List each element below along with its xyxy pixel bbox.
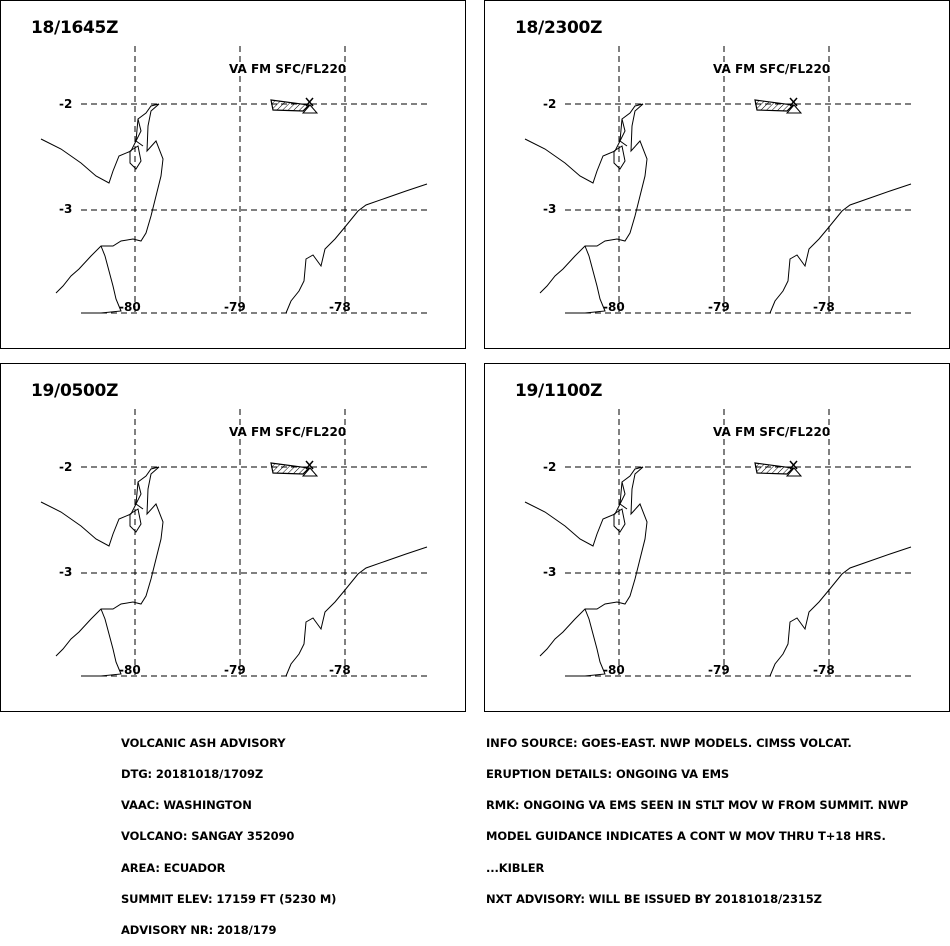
advisory-area: AREA: ECUADOR	[121, 860, 226, 875]
coastline	[285, 546, 428, 677]
ash-height-label: VA FM SFC/FL220	[713, 425, 831, 439]
advisory-remarks-1: RMK: ONGOING VA EMS SEEN IN STLT MOV W F…	[486, 798, 909, 813]
lon-label-minus78: -78	[329, 663, 351, 677]
coastline	[55, 466, 164, 657]
summit-marker	[305, 97, 314, 107]
advisory-remarks-2: MODEL GUIDANCE INDICATES A CONT W MOV TH…	[486, 829, 886, 844]
island-outline	[129, 145, 142, 170]
summit-marker	[789, 460, 798, 470]
coastline	[570, 608, 606, 677]
summit-marker	[305, 460, 314, 470]
island-outline	[129, 508, 142, 533]
coastline	[619, 481, 628, 510]
lon-label-minus79: -79	[224, 663, 246, 677]
coastline	[135, 118, 144, 147]
forecast-panel-4: 19/1100Z VA FM SFC/FL220 -2 -3 -80 -79 -…	[484, 363, 950, 712]
lon-label-minus79: -79	[224, 300, 246, 314]
volcano-icon	[301, 104, 319, 114]
advisory-vaac: VAAC: WASHINGTON	[121, 798, 252, 813]
advisory-forecaster: ...KIBLER	[486, 860, 545, 875]
coastline	[285, 183, 428, 314]
lon-label-minus79: -79	[708, 663, 730, 677]
advisory-info-source: INFO SOURCE: GOES-EAST. NWP MODELS. CIMS…	[486, 735, 852, 750]
lat-label-minus2: -2	[59, 460, 73, 474]
island-outline	[613, 145, 626, 170]
ash-cloud-area	[754, 462, 795, 475]
lon-label-minus80: -80	[603, 663, 625, 677]
advisory-next: NXT ADVISORY: WILL BE ISSUED BY 20181018…	[486, 891, 822, 906]
lat-label-minus3: -3	[543, 202, 557, 216]
lat-label-minus3: -3	[543, 565, 557, 579]
advisory-eruption-details: ERUPTION DETAILS: ONGOING VA EMS	[486, 767, 730, 782]
volcano-icon	[785, 467, 803, 477]
lat-label-minus2: -2	[543, 97, 557, 111]
forecast-panel-3: 19/0500Z VA FM SFC/FL220 -2 -3 -80 -79 -…	[0, 363, 466, 712]
panel-time-label: 19/1100Z	[515, 381, 603, 401]
map-graphic	[524, 409, 915, 677]
coastline	[619, 118, 628, 147]
forecast-panel-1: 18/1645Z VA FM SFC/FL220 -2 -3 -80 -79 -…	[0, 0, 466, 349]
coastline	[539, 103, 648, 294]
coastline	[135, 481, 144, 510]
lat-label-minus2: -2	[59, 97, 73, 111]
forecast-panel-2: 18/2300Z VA FM SFC/FL220 -2 -3 -80 -79 -…	[484, 0, 950, 349]
lon-label-minus78: -78	[813, 300, 835, 314]
volcano-icon	[301, 467, 319, 477]
coastline	[524, 466, 644, 547]
lon-label-minus78: -78	[813, 663, 835, 677]
advisory-volcano: VOLCANO: SANGAY 352090	[121, 829, 295, 844]
ash-height-label: VA FM SFC/FL220	[229, 62, 347, 76]
map-graphic	[40, 409, 431, 677]
coastline	[769, 546, 912, 677]
ash-cloud-area	[270, 99, 311, 112]
lon-label-minus80: -80	[603, 300, 625, 314]
lon-label-minus80: -80	[119, 300, 141, 314]
ash-cloud-area	[754, 99, 795, 112]
lon-label-minus79: -79	[708, 300, 730, 314]
coastline	[40, 103, 160, 184]
ash-height-label: VA FM SFC/FL220	[229, 425, 347, 439]
lat-label-minus2: -2	[543, 460, 557, 474]
volcano-icon	[785, 104, 803, 114]
ash-cloud-area	[270, 462, 311, 475]
ash-height-label: VA FM SFC/FL220	[713, 62, 831, 76]
lon-label-minus78: -78	[329, 300, 351, 314]
coastline	[40, 466, 160, 547]
coastline	[524, 103, 644, 184]
map-graphic	[40, 46, 431, 314]
map-graphic	[524, 46, 915, 314]
summit-marker	[789, 97, 798, 107]
advisory-summit-elev: SUMMIT ELEV: 17159 FT (5230 M)	[121, 891, 337, 906]
coastline	[55, 103, 164, 294]
panel-time-label: 19/0500Z	[31, 381, 119, 401]
panel-time-label: 18/1645Z	[31, 18, 119, 38]
coastline	[539, 466, 648, 657]
coastline	[570, 245, 606, 314]
advisory-title: VOLCANIC ASH ADVISORY	[121, 735, 286, 750]
coastline	[86, 245, 122, 314]
lon-label-minus80: -80	[119, 663, 141, 677]
coastline	[86, 608, 122, 677]
panel-time-label: 18/2300Z	[515, 18, 603, 38]
coastline	[769, 183, 912, 314]
advisory-dtg: DTG: 20181018/1709Z	[121, 767, 264, 782]
island-outline	[613, 508, 626, 533]
advisory-info-left: VOLCANIC ASH ADVISORY DTG: 20181018/1709…	[121, 717, 336, 946]
lat-label-minus3: -3	[59, 565, 73, 579]
advisory-info-right: INFO SOURCE: GOES-EAST. NWP MODELS. CIMS…	[486, 717, 908, 915]
advisory-number: ADVISORY NR: 2018/179	[121, 923, 277, 938]
lat-label-minus3: -3	[59, 202, 73, 216]
